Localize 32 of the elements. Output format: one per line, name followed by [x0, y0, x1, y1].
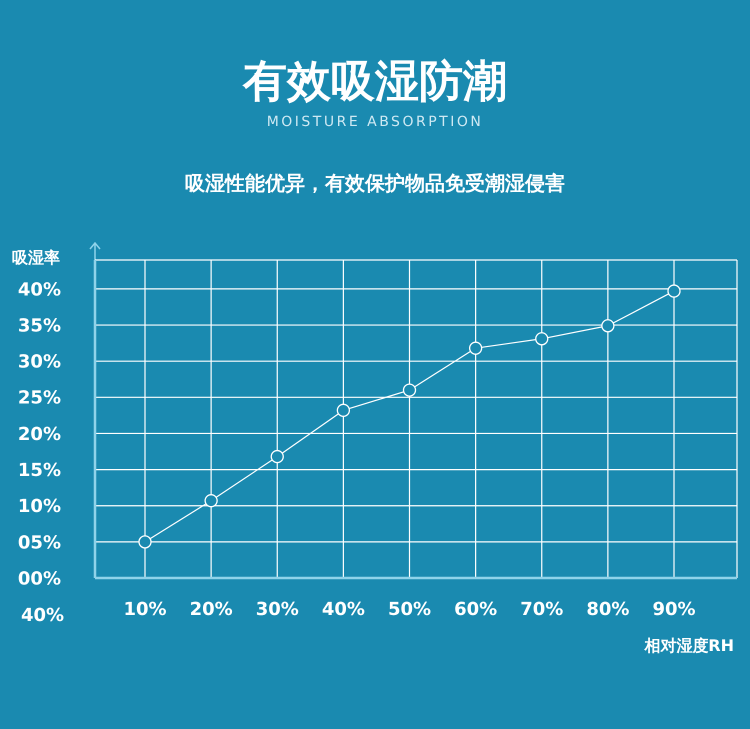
- x-tick-label: 50%: [388, 598, 432, 620]
- x-tick-label: 10%: [123, 598, 167, 620]
- y-tick-label: 40%: [18, 279, 61, 300]
- point: [204, 494, 218, 508]
- x-tick-label: 20%: [190, 598, 233, 620]
- x-tick-label: 30%: [256, 598, 299, 620]
- x-axis-title: 相对湿度RH: [644, 636, 734, 657]
- point: [667, 284, 681, 298]
- y-tick-label: 30%: [18, 352, 61, 373]
- text: 吸湿性能优异，有效保护物品免受潮湿侵害: [184, 170, 566, 197]
- y-tick-label: 35%: [18, 315, 61, 336]
- y-tick-label: 15%: [18, 460, 61, 481]
- y-tick-label: 00%: [18, 568, 61, 590]
- y-tick-label: 20%: [18, 424, 61, 445]
- chart-title: 有效吸湿防潮: [242, 55, 508, 109]
- point: [535, 332, 548, 346]
- y-axis-title: 吸湿率: [12, 248, 60, 269]
- x-tick-label: 60%: [454, 598, 498, 620]
- x-tick-label: 90%: [652, 598, 696, 620]
- y-tick-label: 25%: [18, 388, 61, 409]
- point: [402, 383, 416, 397]
- point: [138, 535, 152, 549]
- x-tick-label: 40%: [322, 598, 365, 620]
- point: [270, 450, 284, 464]
- point: [601, 319, 615, 332]
- y-tick-label: 05%: [18, 532, 61, 554]
- chart-subtitle: MOISTURE ABSORPTION: [266, 114, 484, 130]
- y-tick-label: 10%: [18, 496, 61, 518]
- point: [468, 342, 482, 355]
- point: [336, 404, 350, 417]
- x-tick-label: 80%: [586, 598, 630, 620]
- x-tick-label: 70%: [520, 598, 564, 620]
